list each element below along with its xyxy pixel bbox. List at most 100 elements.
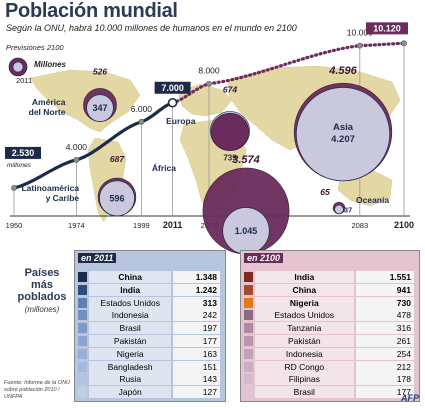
value-label-2083: 10.000	[347, 28, 373, 38]
table-row: RD Congo 212	[244, 360, 414, 373]
table-title-2100: en 2100	[244, 253, 284, 263]
country-name: Estados Unidos	[89, 296, 172, 309]
row-swatch	[78, 361, 87, 372]
country-value: 478	[355, 309, 414, 322]
country-name: Indonesia	[89, 309, 172, 322]
country-value: 197	[173, 322, 220, 335]
country-value: 242	[173, 309, 220, 322]
table-row: Filipinas 178	[244, 373, 414, 386]
country-name: Tanzania	[255, 322, 354, 335]
data-point-1999	[138, 118, 145, 125]
country-name: Brasil	[89, 322, 172, 335]
value-label-box-2100	[366, 22, 408, 35]
data-point-2100	[401, 40, 407, 47]
country-name: Nigeria	[255, 296, 354, 309]
table-row: Rusia 143	[78, 373, 220, 386]
value-2011-asia: 4.207	[331, 134, 355, 145]
table-row: Estados Unidos 313	[78, 296, 220, 309]
country-value: 1.551	[355, 271, 414, 283]
afp-logo: AFP	[401, 393, 419, 403]
country-value: 316	[355, 322, 414, 335]
value-2100-ocean-a: 65	[320, 187, 330, 197]
country-name: Nigeria	[89, 347, 172, 360]
row-swatch	[244, 374, 253, 385]
country-value: 261	[355, 335, 414, 347]
region-name-ocean-a: Oceanía	[356, 195, 389, 205]
page-title: Población mundial	[5, 0, 178, 22]
country-name: Rusia	[89, 373, 172, 386]
country-value: 163	[173, 347, 220, 360]
table-row: Pakistán 261	[244, 335, 414, 347]
country-name: China	[255, 283, 354, 296]
data-point-1974	[73, 157, 80, 163]
value-2011-europa: 739	[223, 154, 237, 163]
legend-heading: Previsiones 2100	[6, 43, 64, 52]
row-swatch	[78, 323, 87, 334]
country-name: Pakistán	[255, 335, 354, 347]
value-label-1999: 6.000	[131, 104, 153, 114]
row-swatch	[244, 348, 253, 359]
value-2100-latinoam-rica-y-caribe: 687	[110, 154, 125, 164]
country-name: Indonesia	[255, 347, 354, 360]
row-swatch	[244, 284, 253, 295]
country-value: 178	[355, 373, 414, 386]
value-2100-am-rica-del-norte: 526	[93, 66, 107, 76]
bubble-ocean-a-2011	[334, 204, 344, 215]
table-row: India 1.551	[244, 271, 414, 283]
value-2100-asia: 4.596	[328, 65, 357, 77]
row-swatch	[78, 374, 87, 385]
value-2011-ocean-a: 37	[344, 205, 352, 214]
country-value: 143	[173, 373, 220, 386]
most-populous-line1: Países	[24, 267, 60, 279]
data-point-2011	[167, 97, 178, 108]
country-value: 941	[355, 283, 414, 296]
country-value: 177	[173, 335, 220, 347]
country-value: 1.242	[173, 283, 220, 296]
country-name: Japón	[89, 386, 172, 399]
country-name: China	[89, 271, 172, 283]
data-point-2083	[356, 42, 363, 49]
region-name-latinoam-rica-y-caribe: Latinoamérica	[21, 183, 79, 193]
legend-unit: Millones	[34, 60, 67, 69]
row-swatch	[78, 310, 87, 321]
bubble-latinoam-rica-y-caribe-2011	[99, 180, 135, 217]
table-row: China 941	[244, 283, 414, 296]
country-value: 730	[355, 296, 414, 309]
most-populous-line2: más	[30, 279, 54, 291]
value-2011-latinoam-rica-y-caribe: 596	[109, 193, 124, 203]
country-value: 177	[355, 386, 414, 399]
table-row: Tanzania 316	[244, 322, 414, 335]
table-row: Pakistán 177	[78, 335, 220, 347]
x-tick-label-2083: 2083	[351, 221, 368, 230]
row-swatch	[78, 284, 87, 295]
most-populous-line3: poblados	[17, 291, 67, 303]
bubble-asia-2011	[295, 87, 391, 182]
bubble-am-rica-del-norte-2011	[86, 94, 114, 122]
row-swatch	[244, 310, 253, 321]
x-tick-label-1974: 1974	[68, 221, 85, 230]
table-title-2011: en 2011	[78, 253, 117, 263]
row-swatch	[78, 387, 87, 398]
country-name: RD Congo	[255, 360, 354, 373]
most-populous-unit: (millones)	[24, 305, 60, 314]
value-label-2025: 8.000	[198, 66, 220, 76]
table-row: Nigeria 163	[78, 347, 220, 360]
table-row: Nigeria 730	[244, 296, 414, 309]
x-tick-label-2100: 2100	[394, 220, 414, 230]
legend-bubble-2011	[12, 61, 24, 73]
x-tick-label-1999: 1999	[133, 221, 150, 230]
row-swatch	[244, 387, 253, 398]
country-name: Filipinas	[255, 373, 354, 386]
bubble-europa-2100	[210, 112, 250, 151]
region-name-am-rica-del-norte: América	[32, 97, 66, 107]
row-swatch	[244, 272, 253, 282]
table-row: Estados Unidos 478	[244, 309, 414, 322]
country-value: 1.348	[173, 271, 220, 283]
region-name--frica: África	[152, 163, 176, 173]
region-name-latinoam-rica-y-caribe-2: y Caribe	[46, 193, 80, 203]
table-row: Indonesia 242	[78, 309, 220, 322]
value-label-1950: 2.530	[12, 148, 35, 158]
value-label-2100: 10.120	[373, 23, 401, 33]
country-value: 212	[355, 360, 414, 373]
